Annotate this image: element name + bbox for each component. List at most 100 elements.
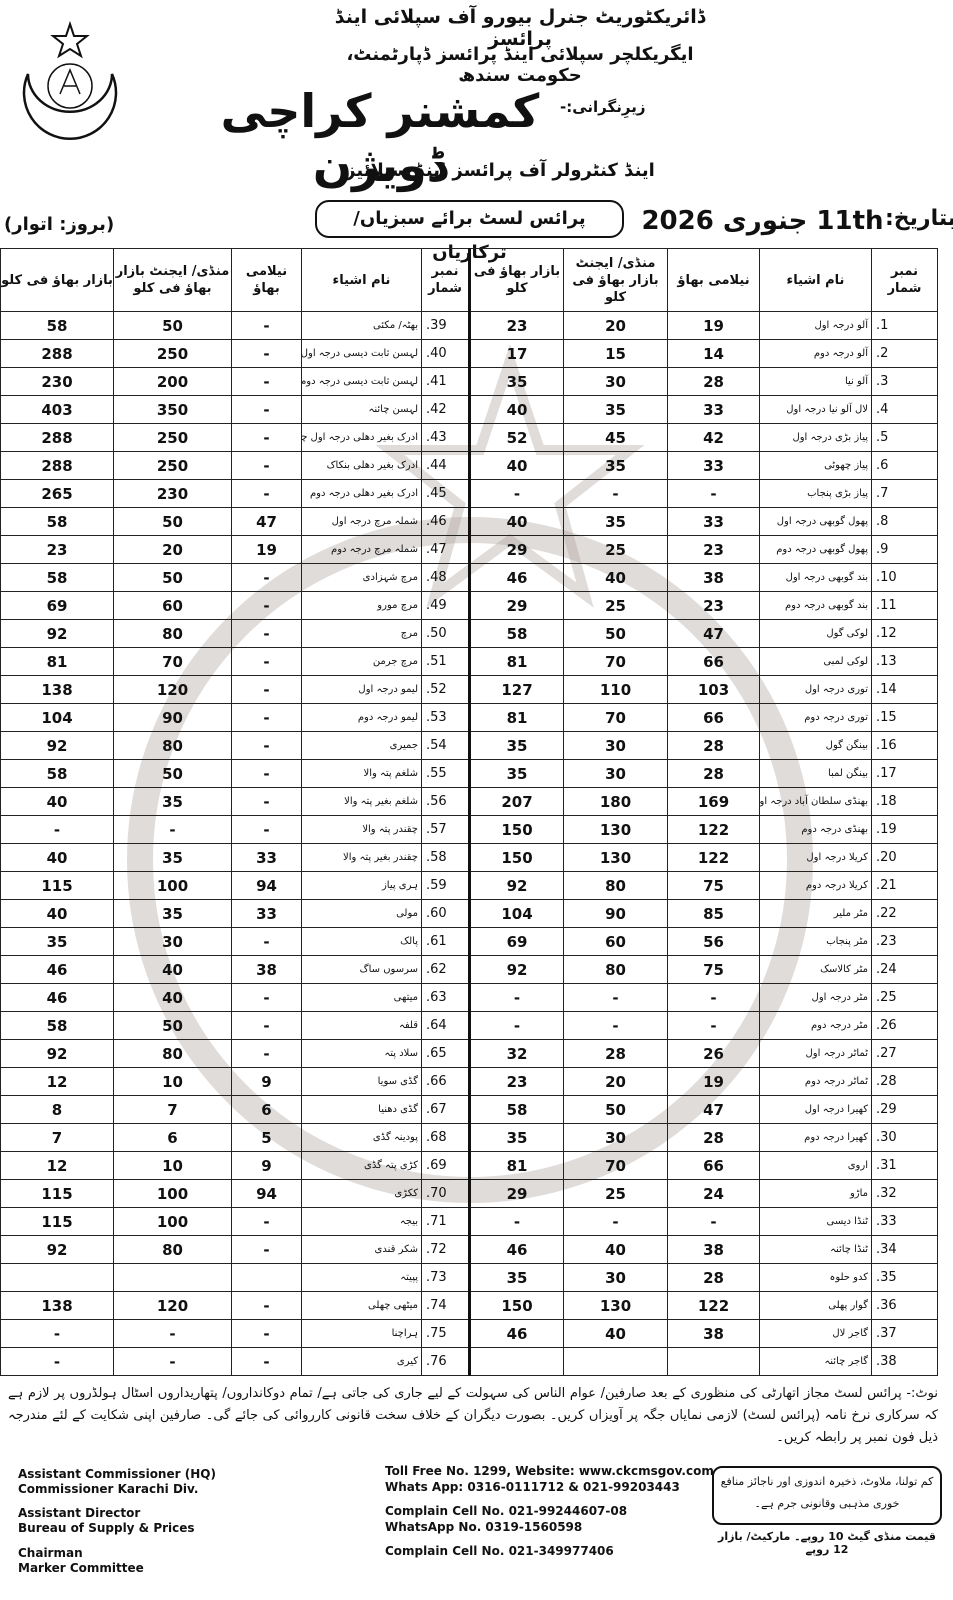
retail-price-cell: 81	[469, 703, 564, 732]
item-name-cell: پیاز بڑی درجہ اول	[759, 423, 872, 452]
wholesale-price-cell: -	[563, 1011, 668, 1040]
item-name-cell: بھنڈی سلطان آباد درجہ اول	[759, 787, 872, 816]
item-name-cell: بند گوبھی درجہ اول	[759, 563, 872, 592]
table-row: 7. پیاز بڑی پنجاب - - -45. ادرک بغیر دھلی درج…	[0, 479, 938, 508]
auction-price-cell: 122	[667, 843, 760, 872]
table-row: 16. بینگن گول 28 30 35 54. جمیری -80 92	[0, 731, 938, 760]
retail-price-cell: 81	[469, 1151, 564, 1180]
auction-price-cell: -	[231, 927, 302, 956]
item-name-cell: شلغم پتہ والا	[301, 759, 422, 788]
item-name-cell: پیاز بڑی پنجاب	[759, 479, 872, 508]
retail-price-cell: 35	[469, 731, 564, 760]
wholesale-price-cell: 50	[113, 759, 232, 788]
retail-price-cell: 35	[469, 759, 564, 788]
wholesale-price-cell: 350	[113, 395, 232, 424]
wholesale-price-cell: 80	[113, 731, 232, 760]
table-row: 12. لوکی گول 47 50 58 50. مرچ -80 92	[0, 619, 938, 648]
item-name-cell: کریلا درجہ اول	[759, 843, 872, 872]
header-row: نمبر شمار نام اشیاء نیلامی بھاؤ منڈی/ ایجنٹ…	[0, 248, 938, 312]
table-row: 33. ٹنڈا دیسی - - -71. بیجہ -100 115	[0, 1207, 938, 1236]
auction-price-cell: 24	[667, 1179, 760, 1208]
retail-price-cell: 35	[0, 927, 114, 956]
auction-price-cell: 42	[667, 423, 760, 452]
auction-price-cell: -	[231, 1207, 302, 1236]
serial-cell: 49.	[421, 591, 471, 620]
column-header: بازار بھاؤ فی کلو	[469, 248, 564, 312]
table-row: 10. بند گوبھی درجہ اول 38 40 46 48. مرچ شہزادی…	[0, 563, 938, 592]
wholesale-price-cell: 250	[113, 423, 232, 452]
signatory: Assistant Commissioner (HQ)	[18, 1467, 216, 1481]
retail-price-cell: 29	[469, 591, 564, 620]
wholesale-price-cell: 30	[563, 731, 668, 760]
serial-cell: 15.	[871, 703, 938, 732]
item-name-cell: لیمو درجہ اول	[301, 675, 422, 704]
wholesale-price-cell	[563, 1347, 668, 1376]
auction-price-cell: 75	[667, 955, 760, 984]
wholesale-price-cell: 110	[563, 675, 668, 704]
wholesale-price-cell: 230	[113, 479, 232, 508]
wholesale-price-cell: 40	[113, 983, 232, 1012]
retail-price-cell: 81	[469, 647, 564, 676]
item-name-cell: پپیتہ	[301, 1263, 422, 1292]
item-name-cell: بینگن لمبا	[759, 759, 872, 788]
auction-price-cell: 66	[667, 1151, 760, 1180]
wholesale-price-cell: 80	[113, 1039, 232, 1068]
table-row: 19. بھنڈی درجہ دوم 122 130 150 57. چقندر پتہ و…	[0, 815, 938, 844]
item-name-cell: گوار پھلی	[759, 1291, 872, 1320]
serial-cell: 27.	[871, 1039, 938, 1068]
serial-cell: 47.	[421, 535, 471, 564]
table-row: 9. پھول گوبھی درجہ دوم 23 25 29 47. شملہ مرچ د…	[0, 535, 938, 564]
wholesale-price-cell: -	[563, 1207, 668, 1236]
serial-cell: 26.	[871, 1011, 938, 1040]
item-name-cell: گڈی سویا	[301, 1067, 422, 1096]
serial-cell: 38.	[871, 1347, 938, 1376]
table-row: 32. ماڑو 24 25 29 70. ککڑی 94 100 115	[0, 1179, 938, 1208]
wholesale-price-cell: 70	[563, 703, 668, 732]
wholesale-price-cell: -	[563, 983, 668, 1012]
item-name-cell: لہسن ثابت دیسی درجہ دوم	[301, 367, 422, 396]
serial-cell: 73.	[421, 1263, 471, 1292]
retail-price-cell: 40	[469, 451, 564, 480]
serial-cell: 7.	[871, 479, 938, 508]
retail-price-cell: 46	[0, 983, 114, 1012]
wholesale-price-cell: 130	[563, 1291, 668, 1320]
wholesale-price-cell: 50	[113, 507, 232, 536]
item-name-cell: سرسوں ساگ	[301, 955, 422, 984]
column-header: منڈی/ ایجنٹ بازار بھاؤ فی کلو	[563, 248, 668, 312]
item-name-cell: شکر قندی	[301, 1235, 422, 1264]
wholesale-price-cell: 40	[113, 955, 232, 984]
retail-price-cell: 40	[0, 787, 114, 816]
wholesale-price-cell: 35	[113, 899, 232, 928]
item-name-cell: ہری پیاز	[301, 871, 422, 900]
wholesale-price-cell: 180	[563, 787, 668, 816]
serial-cell: 76.	[421, 1347, 471, 1376]
auction-price-cell: 38	[231, 955, 302, 984]
item-name-cell: مرچ جرمن	[301, 647, 422, 676]
item-name-cell: توری درجہ اول	[759, 675, 872, 704]
table-row: 3. آلو نیا 28 30 35 41. لہسن ثابت دیسی درجہ دو…	[0, 367, 938, 396]
table-row: 1. آلو درجہ اول 19 20 23 39. بھٹہ/ مکئی -50 58	[0, 311, 938, 340]
auction-price-cell: -	[231, 563, 302, 592]
auction-price-cell: 9	[231, 1151, 302, 1180]
serial-cell: 75.	[421, 1319, 471, 1348]
auction-price-cell: -	[231, 703, 302, 732]
wholesale-price-cell	[113, 1263, 232, 1292]
auction-price-cell: -	[231, 983, 302, 1012]
retail-price-cell: 115	[0, 1207, 114, 1236]
serial-cell: 70.	[421, 1179, 471, 1208]
retail-price-cell: 35	[469, 1263, 564, 1292]
wholesale-price-cell: -	[563, 479, 668, 508]
retail-price-cell: 288	[0, 423, 114, 452]
item-name-cell: ادرک بغیر دھلی درجہ دوم	[301, 479, 422, 508]
wholesale-price-cell: 30	[563, 759, 668, 788]
retail-price-cell: 52	[469, 423, 564, 452]
item-name-cell: پیاز چھوٹی	[759, 451, 872, 480]
contact: Complain Cell No. 021-349977406	[385, 1544, 614, 1558]
auction-price-cell: -	[667, 479, 760, 508]
serial-cell: 63.	[421, 983, 471, 1012]
auction-price-cell: 28	[667, 1123, 760, 1152]
wholesale-price-cell: 100	[113, 1207, 232, 1236]
wholesale-price-cell: 20	[563, 311, 668, 340]
auction-price-cell	[667, 1347, 760, 1376]
retail-price-cell: 403	[0, 395, 114, 424]
